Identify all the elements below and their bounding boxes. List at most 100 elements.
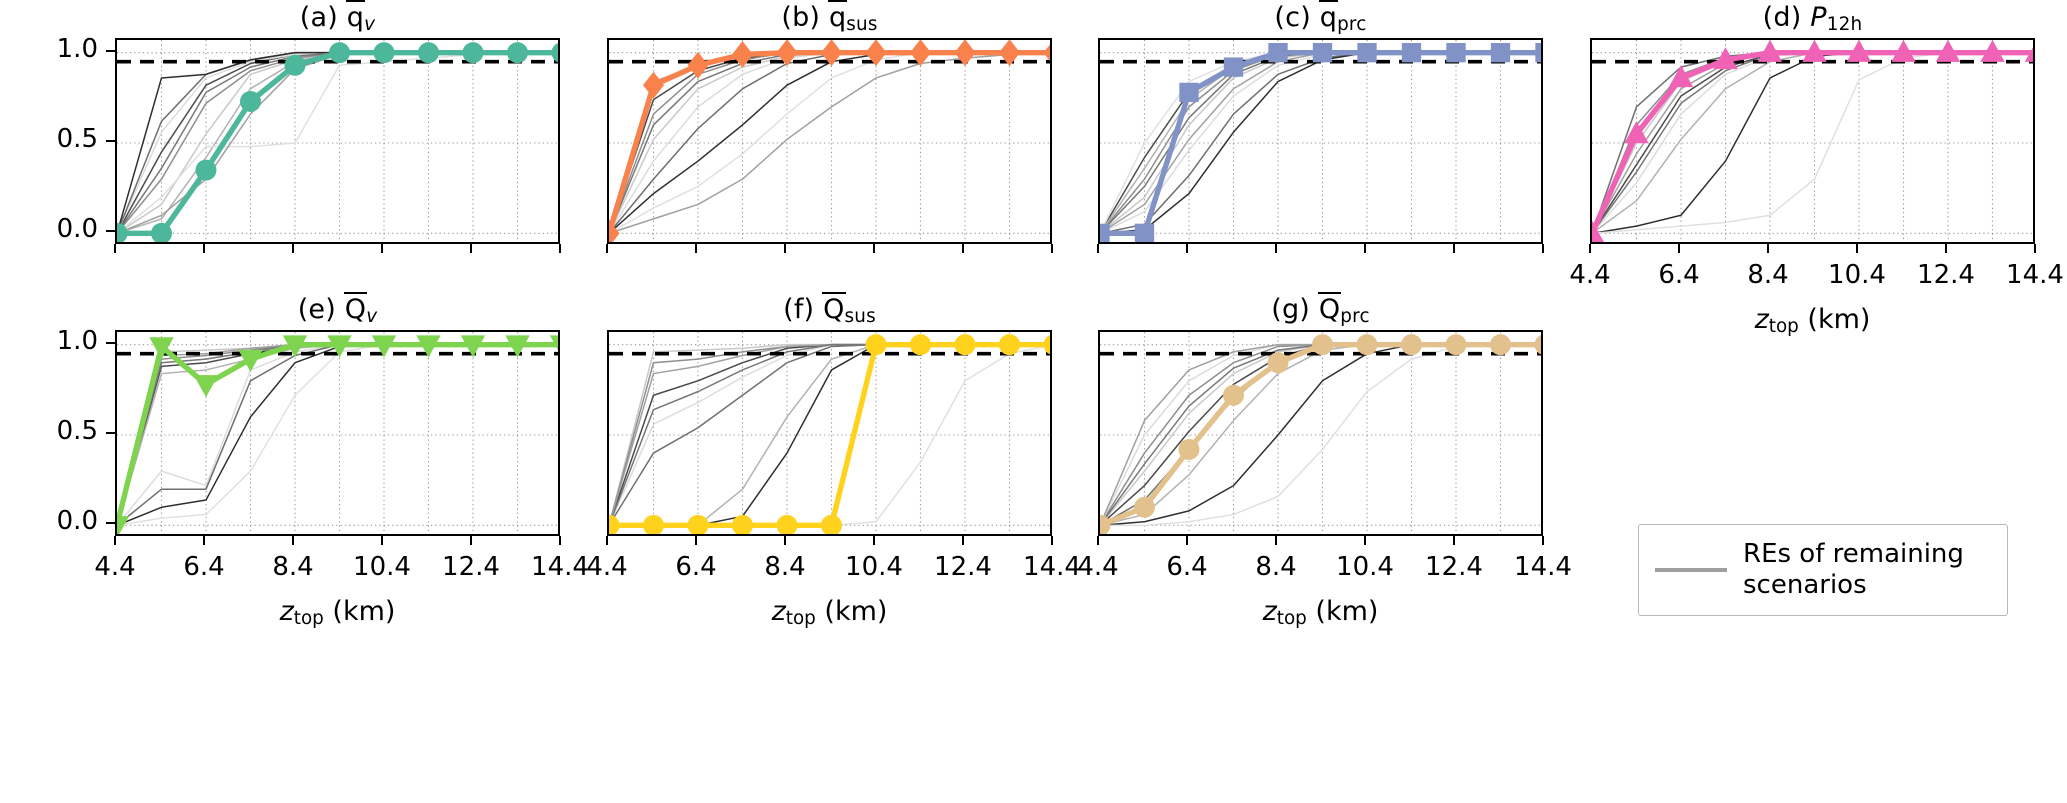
x-tick-mark <box>1050 244 1054 253</box>
y-tick-label: 0.0 <box>56 506 98 537</box>
x-tick-mark <box>605 244 609 253</box>
x-axis-label: ztop (km) <box>1262 596 1379 630</box>
x-tick-mark <box>694 536 698 545</box>
y-axis-label: RE <box>0 94 1 184</box>
x-tick-mark <box>202 536 206 545</box>
x-tick-label: 6.4 <box>675 552 717 582</box>
x-tick-mark <box>558 244 562 253</box>
x-tick-mark <box>1274 244 1278 253</box>
plot-area-g <box>1098 330 1543 536</box>
x-tick-mark <box>202 244 206 253</box>
plot-area-a <box>115 38 560 244</box>
y-tick-label: 0.5 <box>56 416 98 446</box>
x-tick-label: 14.4 <box>2006 260 2064 290</box>
x-tick-mark <box>113 536 117 545</box>
x-tick-label: 4.4 <box>1077 552 1119 582</box>
x-tick-mark <box>961 536 965 545</box>
x-tick-label: 4.4 <box>586 552 628 582</box>
x-tick-label: 8.4 <box>272 552 314 582</box>
x-tick-mark <box>694 244 698 253</box>
y-tick-label: 0.0 <box>56 214 98 245</box>
x-tick-mark <box>1541 536 1545 545</box>
x-tick-label: 12.4 <box>442 552 500 582</box>
x-tick-label: 14.4 <box>531 552 589 582</box>
legend-label: REs of remaining scenarios <box>1743 539 1964 600</box>
x-tick-mark <box>469 244 473 253</box>
x-tick-label: 14.4 <box>1514 552 1572 582</box>
y-axis-label: RE <box>0 386 1 476</box>
x-tick-mark <box>783 536 787 545</box>
x-tick-label: 8.4 <box>1747 260 1789 290</box>
x-tick-mark <box>1185 244 1189 253</box>
y-tick-label: 0.5 <box>56 124 98 154</box>
x-tick-label: 6.4 <box>1658 260 1700 290</box>
x-tick-label: 14.4 <box>1023 552 1081 582</box>
x-tick-mark <box>2033 244 2037 253</box>
x-tick-mark <box>291 536 295 545</box>
plot-area-f <box>607 330 1052 536</box>
x-tick-mark <box>1096 244 1100 253</box>
panel-title-g: (g) Qprc <box>1271 292 1370 328</box>
legend-label-line2: scenarios <box>1743 570 1867 600</box>
plot-area-c <box>1098 38 1543 244</box>
x-tick-mark <box>872 536 876 545</box>
x-axis-label: ztop (km) <box>1754 304 1871 338</box>
x-tick-label: 12.4 <box>1917 260 1975 290</box>
x-tick-label: 10.4 <box>845 552 903 582</box>
x-tick-mark <box>291 244 295 253</box>
panel-title-d: (d) P12h <box>1762 2 1863 36</box>
x-tick-mark <box>1766 244 1770 253</box>
legend-line-swatch <box>1655 568 1727 572</box>
x-tick-label: 6.4 <box>183 552 225 582</box>
x-tick-mark <box>380 536 384 545</box>
x-tick-mark <box>1677 244 1681 253</box>
x-tick-mark <box>380 244 384 253</box>
x-tick-label: 12.4 <box>1425 552 1483 582</box>
y-tick-label: 1.0 <box>56 325 98 356</box>
x-tick-mark <box>1096 536 1100 545</box>
legend-label-line1: REs of remaining <box>1743 539 1964 570</box>
x-tick-mark <box>558 536 562 545</box>
y-tick-mark <box>106 230 115 233</box>
x-tick-mark <box>783 244 787 253</box>
panel-title-a: (a) qv <box>299 0 376 36</box>
x-tick-label: 10.4 <box>1336 552 1394 582</box>
x-tick-mark <box>1452 244 1456 253</box>
x-tick-mark <box>1185 536 1189 545</box>
x-tick-mark <box>1588 244 1592 253</box>
y-tick-mark <box>106 49 115 52</box>
legend-box: REs of remaining scenarios <box>1638 524 2008 616</box>
y-tick-mark <box>106 341 115 344</box>
x-tick-mark <box>1944 244 1948 253</box>
x-tick-label: 12.4 <box>934 552 992 582</box>
x-tick-label: 8.4 <box>764 552 806 582</box>
x-tick-mark <box>1363 244 1367 253</box>
x-tick-mark <box>1363 536 1367 545</box>
x-tick-mark <box>1050 536 1054 545</box>
x-tick-label: 10.4 <box>353 552 411 582</box>
x-tick-mark <box>605 536 609 545</box>
x-axis-label: ztop (km) <box>771 596 888 630</box>
x-tick-label: 4.4 <box>1569 260 1611 290</box>
x-tick-mark <box>1541 244 1545 253</box>
y-tick-label: 1.0 <box>56 33 98 64</box>
x-tick-label: 4.4 <box>94 552 136 582</box>
x-axis-label: ztop (km) <box>279 596 396 630</box>
x-tick-label: 6.4 <box>1166 552 1208 582</box>
x-tick-mark <box>469 536 473 545</box>
y-tick-mark <box>106 139 115 143</box>
panel-title-f: (f) Qsus <box>783 292 876 328</box>
panel-title-c: (c) qprc <box>1274 0 1367 36</box>
x-tick-mark <box>1274 536 1278 545</box>
x-tick-mark <box>1855 244 1859 253</box>
panel-title-b: (b) qsus <box>781 0 878 36</box>
x-tick-mark <box>1452 536 1456 545</box>
x-tick-label: 10.4 <box>1828 260 1886 290</box>
panel-title-e: (e) Qv <box>297 292 378 328</box>
x-tick-mark <box>961 244 965 253</box>
plot-area-b <box>607 38 1052 244</box>
y-tick-mark <box>106 431 115 435</box>
x-tick-label: 8.4 <box>1255 552 1297 582</box>
x-tick-mark <box>872 244 876 253</box>
